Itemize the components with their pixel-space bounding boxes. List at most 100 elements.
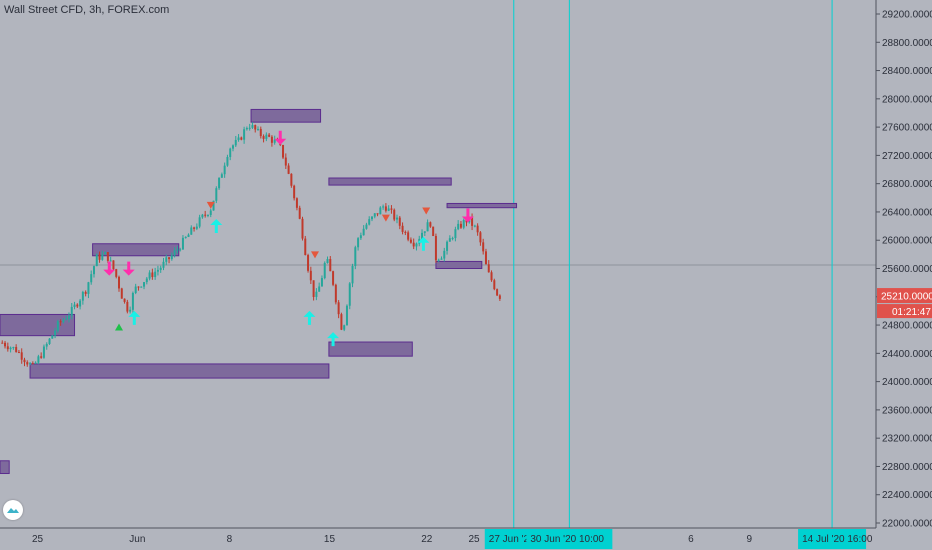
- candle-body: [73, 304, 76, 307]
- candle-body: [295, 198, 298, 208]
- candle-body: [143, 282, 146, 287]
- candle-body: [126, 301, 129, 312]
- candle-body: [298, 207, 301, 219]
- candle-body: [204, 214, 207, 216]
- candle-body: [301, 218, 304, 239]
- countdown-badge: [877, 304, 932, 319]
- candle-body: [423, 231, 426, 233]
- candle-body: [137, 286, 140, 288]
- time-highlight-badge: [526, 529, 613, 549]
- candle-body: [237, 137, 240, 140]
- candle-body: [398, 217, 401, 226]
- time-tick-label: 6: [688, 534, 694, 545]
- candle-body: [23, 359, 26, 363]
- candle-body: [326, 259, 329, 263]
- candle-body: [198, 217, 201, 227]
- candle-body: [26, 362, 29, 365]
- candle-body: [4, 342, 7, 347]
- candle-body: [457, 223, 460, 230]
- candle-body: [42, 346, 45, 358]
- price-tick-label: 24000.0000: [882, 377, 932, 388]
- candle-body: [54, 330, 57, 336]
- candle-body: [151, 272, 154, 278]
- candle-body: [245, 128, 248, 130]
- candle-body: [465, 220, 468, 223]
- candle-body: [112, 260, 115, 270]
- candle-body: [393, 209, 396, 220]
- candle-body: [309, 270, 312, 281]
- candle-body: [45, 343, 48, 347]
- countdown-label: 01:21:47: [892, 307, 931, 318]
- candle-body: [206, 214, 209, 216]
- candle-body: [234, 139, 237, 146]
- price-tick-label: 23600.0000: [882, 405, 932, 416]
- candle-body: [240, 137, 243, 140]
- price-tick-label: 22800.0000: [882, 462, 932, 473]
- supply-demand-zone: [0, 460, 10, 475]
- candle-body: [345, 305, 348, 326]
- candle-body: [145, 278, 148, 283]
- supply-demand-zone: [29, 363, 330, 379]
- buy-arrow-icon: [417, 236, 430, 251]
- candle-body: [293, 185, 296, 199]
- candle-body: [373, 213, 376, 217]
- candle-body: [123, 298, 126, 302]
- candle-body: [184, 236, 187, 238]
- supply-demand-zone: [446, 202, 518, 209]
- candle-body: [312, 280, 315, 297]
- up-triangle-icon: [115, 323, 124, 331]
- time-highlight-badge: [798, 529, 867, 549]
- candle-body: [148, 272, 151, 279]
- candle-body: [446, 241, 449, 251]
- buy-arrow-icon: [303, 310, 316, 325]
- candle-body: [140, 286, 143, 288]
- candle-body: [29, 363, 32, 365]
- price-tick-label: 26400.0000: [882, 207, 932, 218]
- price-tick-label: 26800.0000: [882, 179, 932, 190]
- time-highlight-label: 30 Jun '20 10:00: [530, 534, 604, 545]
- price-tick-label: 28800.0000: [882, 38, 932, 49]
- current-price-badge: [877, 288, 932, 304]
- time-tick-label: 22: [421, 534, 433, 545]
- candle-body: [454, 229, 457, 239]
- candle-body: [40, 356, 43, 358]
- candle-body: [162, 261, 165, 268]
- candle-body: [134, 286, 137, 293]
- price-tick-label: 27200.0000: [882, 151, 932, 162]
- candle-body: [498, 295, 501, 299]
- candle-body: [471, 216, 474, 226]
- candle-body: [440, 258, 443, 260]
- candle-body: [98, 254, 101, 260]
- price-tick-label: 27600.0000: [882, 123, 932, 134]
- candle-body: [48, 338, 51, 344]
- candle-body: [209, 210, 212, 215]
- candle-body: [354, 247, 357, 267]
- candle-body: [17, 352, 20, 354]
- down-triangle-icon: [381, 214, 390, 222]
- price-tick-label: 26000.0000: [882, 236, 932, 247]
- candle-body: [67, 315, 70, 319]
- time-tick-label: Jun: [129, 534, 145, 545]
- candle-body: [20, 352, 23, 360]
- candle-body: [37, 356, 40, 363]
- candle-body: [70, 306, 73, 316]
- tradingview-cloud-icon[interactable]: [3, 500, 23, 520]
- candle-body: [170, 255, 173, 260]
- supply-demand-zone: [328, 341, 413, 357]
- candle-body: [432, 226, 435, 236]
- candle-body: [429, 222, 432, 227]
- price-tick-label: 24800.0000: [882, 321, 932, 332]
- candle-body: [437, 259, 440, 261]
- candle-body: [165, 257, 168, 262]
- candle-body: [87, 282, 90, 294]
- down-triangle-icon: [206, 201, 215, 209]
- candle-body: [15, 347, 18, 353]
- candle-body: [90, 274, 93, 283]
- candle-body: [473, 225, 476, 227]
- candle-body: [104, 252, 107, 255]
- buy-arrow-icon: [210, 219, 223, 234]
- time-highlight-label: 27 Jun '20 10: [489, 534, 549, 545]
- down-triangle-icon: [311, 251, 319, 259]
